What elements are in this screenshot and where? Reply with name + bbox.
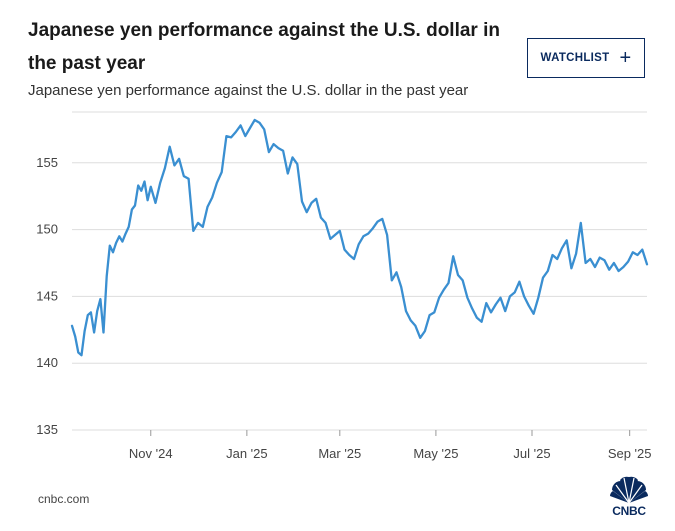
x-tick-label: Nov '24: [129, 446, 173, 461]
y-tick-label: 145: [36, 288, 58, 303]
x-tick-label: Jul '25: [513, 446, 550, 461]
page-title: Japanese yen performance against the U.S…: [28, 20, 500, 74]
plus-icon: +: [619, 47, 632, 69]
y-tick-label: 140: [36, 355, 58, 370]
y-tick-label: 155: [36, 155, 58, 170]
line-chart: 135 140 145 150 155 Nov '24 Jan '25 Mar '25 May…: [36, 111, 652, 461]
cnbc-logo-text: CNBC: [612, 504, 646, 518]
y-tick-label: 135: [36, 422, 58, 437]
chart-subtitle: Japanese yen performance against the U.S…: [28, 82, 469, 99]
series-line-usd-jpy: [70, 118, 649, 357]
x-tick-label: Jan '25: [226, 446, 268, 461]
x-tick-label: Sep '25: [608, 446, 652, 461]
x-tick-label: Mar '25: [318, 446, 361, 461]
grid-lines: [72, 111, 647, 431]
y-axis-ticks: 135 140 145 150 155: [36, 155, 58, 437]
peacock-icon: [610, 476, 648, 504]
x-tick-label: May '25: [413, 446, 458, 461]
x-axis-ticks: Nov '24 Jan '25 Mar '25 May '25 Jul '25 Sep '…: [129, 430, 652, 461]
cnbc-logo: CNBC: [606, 476, 652, 520]
watchlist-button[interactable]: WATCHLIST +: [527, 38, 645, 78]
y-tick-label: 150: [36, 222, 58, 237]
source-credit: cnbc.com: [38, 492, 90, 506]
watchlist-label: WATCHLIST: [540, 52, 610, 64]
